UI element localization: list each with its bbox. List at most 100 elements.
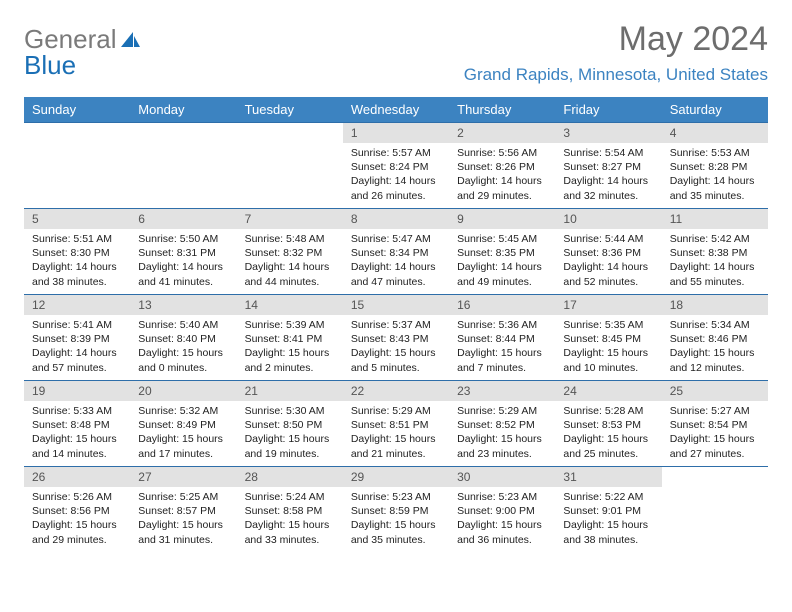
day-number: 3 (555, 123, 661, 143)
daylight-line: Daylight: 15 hours and 7 minutes. (457, 347, 542, 373)
sunset-line: Sunset: 9:00 PM (457, 505, 535, 517)
day-details: Sunrise: 5:37 AMSunset: 8:43 PMDaylight:… (343, 315, 449, 380)
day-details: Sunrise: 5:56 AMSunset: 8:26 PMDaylight:… (449, 143, 555, 208)
sunrise-line: Sunrise: 5:53 AM (670, 147, 750, 159)
dow-tuesday: Tuesday (237, 97, 343, 123)
sunset-line: Sunset: 8:57 PM (138, 505, 216, 517)
day-details: Sunrise: 5:23 AMSunset: 8:59 PMDaylight:… (343, 487, 449, 552)
day-cell: 2Sunrise: 5:56 AMSunset: 8:26 PMDaylight… (449, 123, 555, 209)
sunset-line: Sunset: 8:35 PM (457, 247, 535, 259)
header: General May 2024 Grand Rapids, Minnesota… (24, 20, 768, 91)
dow-friday: Friday (555, 97, 661, 123)
day-number: 23 (449, 381, 555, 401)
daylight-line: Daylight: 15 hours and 35 minutes. (351, 519, 436, 545)
day-number: 30 (449, 467, 555, 487)
sunrise-line: Sunrise: 5:27 AM (670, 405, 750, 417)
daylight-line: Daylight: 14 hours and 38 minutes. (32, 261, 117, 287)
dow-saturday: Saturday (662, 97, 768, 123)
sunset-line: Sunset: 8:24 PM (351, 161, 429, 173)
sunset-line: Sunset: 8:56 PM (32, 505, 110, 517)
daylight-line: Daylight: 14 hours and 29 minutes. (457, 175, 542, 201)
day-details: Sunrise: 5:44 AMSunset: 8:36 PMDaylight:… (555, 229, 661, 294)
day-details: Sunrise: 5:26 AMSunset: 8:56 PMDaylight:… (24, 487, 130, 552)
day-cell (662, 467, 768, 553)
sunset-line: Sunset: 8:49 PM (138, 419, 216, 431)
day-cell: 13Sunrise: 5:40 AMSunset: 8:40 PMDayligh… (130, 295, 236, 381)
day-cell: 27Sunrise: 5:25 AMSunset: 8:57 PMDayligh… (130, 467, 236, 553)
daylight-line: Daylight: 14 hours and 35 minutes. (670, 175, 755, 201)
sunset-line: Sunset: 8:30 PM (32, 247, 110, 259)
day-cell: 12Sunrise: 5:41 AMSunset: 8:39 PMDayligh… (24, 295, 130, 381)
sunrise-line: Sunrise: 5:42 AM (670, 233, 750, 245)
sunset-line: Sunset: 8:32 PM (245, 247, 323, 259)
daylight-line: Daylight: 15 hours and 21 minutes. (351, 433, 436, 459)
day-details: Sunrise: 5:35 AMSunset: 8:45 PMDaylight:… (555, 315, 661, 380)
day-details: Sunrise: 5:50 AMSunset: 8:31 PMDaylight:… (130, 229, 236, 294)
day-number: 24 (555, 381, 661, 401)
day-cell: 21Sunrise: 5:30 AMSunset: 8:50 PMDayligh… (237, 381, 343, 467)
day-details: Sunrise: 5:47 AMSunset: 8:34 PMDaylight:… (343, 229, 449, 294)
day-number: 28 (237, 467, 343, 487)
day-details: Sunrise: 5:27 AMSunset: 8:54 PMDaylight:… (662, 401, 768, 466)
day-number: 13 (130, 295, 236, 315)
day-cell: 26Sunrise: 5:26 AMSunset: 8:56 PMDayligh… (24, 467, 130, 553)
sunset-line: Sunset: 8:58 PM (245, 505, 323, 517)
sunrise-line: Sunrise: 5:28 AM (563, 405, 643, 417)
daylight-line: Daylight: 15 hours and 33 minutes. (245, 519, 330, 545)
day-details: Sunrise: 5:22 AMSunset: 9:01 PMDaylight:… (555, 487, 661, 552)
day-cell: 20Sunrise: 5:32 AMSunset: 8:49 PMDayligh… (130, 381, 236, 467)
sunrise-line: Sunrise: 5:26 AM (32, 491, 112, 503)
logo-word2: Blue (24, 50, 76, 81)
sunrise-line: Sunrise: 5:57 AM (351, 147, 431, 159)
sunset-line: Sunset: 8:43 PM (351, 333, 429, 345)
day-number: 29 (343, 467, 449, 487)
sunrise-line: Sunrise: 5:29 AM (457, 405, 537, 417)
sunrise-line: Sunrise: 5:51 AM (32, 233, 112, 245)
dow-row: Sunday Monday Tuesday Wednesday Thursday… (24, 97, 768, 123)
day-cell: 1Sunrise: 5:57 AMSunset: 8:24 PMDaylight… (343, 123, 449, 209)
sunrise-line: Sunrise: 5:37 AM (351, 319, 431, 331)
daylight-line: Daylight: 15 hours and 12 minutes. (670, 347, 755, 373)
sunset-line: Sunset: 8:45 PM (563, 333, 641, 345)
dow-wednesday: Wednesday (343, 97, 449, 123)
day-number: 21 (237, 381, 343, 401)
day-details: Sunrise: 5:40 AMSunset: 8:40 PMDaylight:… (130, 315, 236, 380)
sunset-line: Sunset: 8:31 PM (138, 247, 216, 259)
daylight-line: Daylight: 15 hours and 31 minutes. (138, 519, 223, 545)
sunrise-line: Sunrise: 5:25 AM (138, 491, 218, 503)
day-details: Sunrise: 5:41 AMSunset: 8:39 PMDaylight:… (24, 315, 130, 380)
day-details: Sunrise: 5:42 AMSunset: 8:38 PMDaylight:… (662, 229, 768, 294)
day-details: Sunrise: 5:48 AMSunset: 8:32 PMDaylight:… (237, 229, 343, 294)
day-details: Sunrise: 5:29 AMSunset: 8:52 PMDaylight:… (449, 401, 555, 466)
sunset-line: Sunset: 8:53 PM (563, 419, 641, 431)
logo-sail-icon (119, 30, 141, 50)
daylight-line: Daylight: 15 hours and 23 minutes. (457, 433, 542, 459)
sunset-line: Sunset: 8:41 PM (245, 333, 323, 345)
sunset-line: Sunset: 8:26 PM (457, 161, 535, 173)
day-details: Sunrise: 5:29 AMSunset: 8:51 PMDaylight:… (343, 401, 449, 466)
sunset-line: Sunset: 8:44 PM (457, 333, 535, 345)
day-details: Sunrise: 5:25 AM Sunset: 8:57 PM Daylight:… (130, 487, 236, 552)
dow-thursday: Thursday (449, 97, 555, 123)
day-number: 6 (130, 209, 236, 229)
day-number: 19 (24, 381, 130, 401)
month-title: May 2024 (464, 20, 768, 59)
sunset-line: Sunset: 8:51 PM (351, 419, 429, 431)
day-cell: 3Sunrise: 5:54 AMSunset: 8:27 PMDaylight… (555, 123, 661, 209)
sunrise-line: Sunrise: 5:36 AM (457, 319, 537, 331)
sunset-line: Sunset: 8:34 PM (351, 247, 429, 259)
sunset-line: Sunset: 8:59 PM (351, 505, 429, 517)
day-details: Sunrise: 5:45 AMSunset: 8:35 PMDaylight:… (449, 229, 555, 294)
daylight-line: Daylight: 15 hours and 38 minutes. (563, 519, 648, 545)
week-row: 1Sunrise: 5:57 AMSunset: 8:24 PMDaylight… (24, 123, 768, 209)
day-cell: 24Sunrise: 5:28 AMSunset: 8:53 PMDayligh… (555, 381, 661, 467)
daylight-line: Daylight: 14 hours and 26 minutes. (351, 175, 436, 201)
day-number: 15 (343, 295, 449, 315)
day-details: Sunrise: 5:30 AMSunset: 8:50 PMDaylight:… (237, 401, 343, 466)
day-number (662, 467, 768, 487)
day-cell: 31Sunrise: 5:22 AMSunset: 9:01 PMDayligh… (555, 467, 661, 553)
day-cell: 4Sunrise: 5:53 AMSunset: 8:28 PMDaylight… (662, 123, 768, 209)
day-details: Sunrise: 5:34 AMSunset: 8:46 PMDaylight:… (662, 315, 768, 380)
day-number: 14 (237, 295, 343, 315)
dow-monday: Monday (130, 97, 236, 123)
